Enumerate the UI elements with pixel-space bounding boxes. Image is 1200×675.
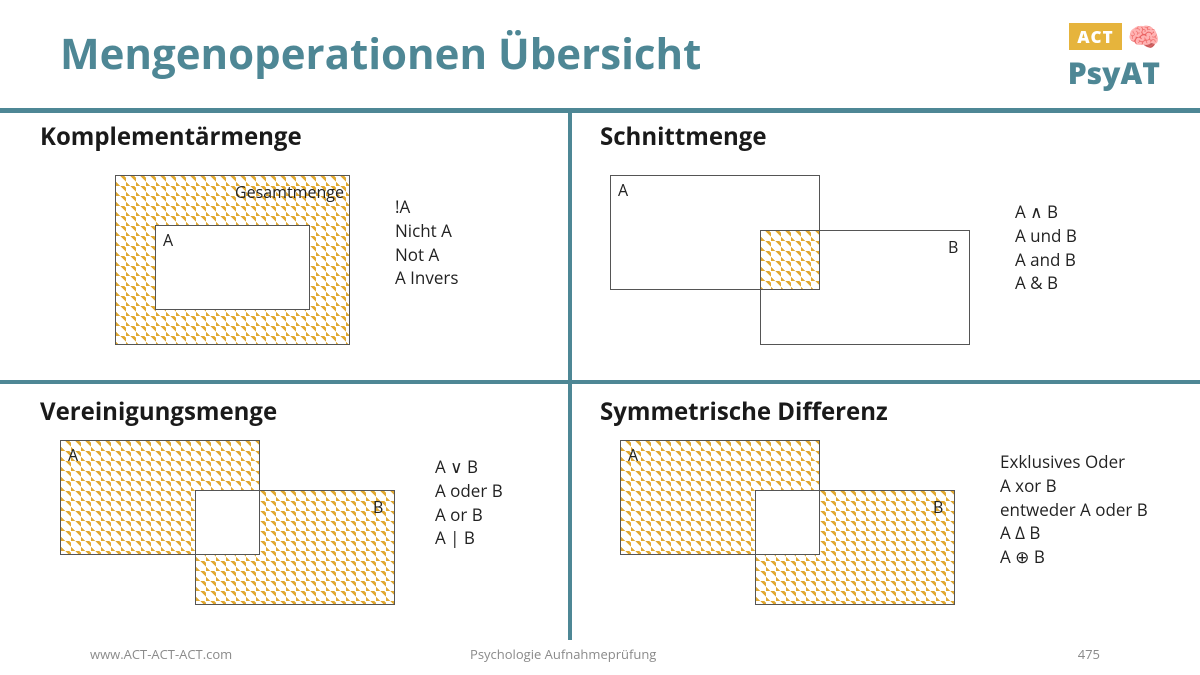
quad-title: Schnittmenge	[600, 120, 1180, 153]
notation-item: A und B	[1015, 224, 1077, 248]
quad-title: Vereinigungsmenge	[40, 395, 560, 428]
logo: ACT 🧠 PsyAT	[1068, 18, 1160, 93]
footer: www.ACT-ACT-ACT.com Psychologie Aufnahme…	[0, 640, 1200, 675]
act-badge: ACT	[1069, 23, 1121, 50]
notation-item: A ∧ B	[1015, 200, 1077, 224]
label-a: A	[618, 179, 628, 201]
complement-inner-box	[155, 225, 310, 310]
label-a: A	[68, 444, 78, 466]
notation-item: A & B	[1015, 271, 1077, 295]
quad-title: Komplementärmenge	[40, 120, 560, 153]
quad-intersection: Schnittmenge A B A ∧ BA und BA and BA & …	[600, 120, 1180, 375]
notation-item: A Δ B	[1000, 521, 1148, 545]
label-a: A	[163, 229, 173, 251]
quad-symdiff: Symmetrische Differenz A B Exklusives Od…	[600, 395, 1180, 635]
notation-item: A ∨ B	[435, 455, 503, 479]
divider-mid	[0, 380, 1200, 384]
quad-complement: Komplementärmenge Gesamtmenge A !ANicht …	[40, 120, 560, 375]
notation-item: Nicht A	[395, 219, 458, 243]
notation-item: Exklusives Oder	[1000, 450, 1148, 474]
notation-item: A and B	[1015, 248, 1077, 272]
notation-item: Not A	[395, 243, 458, 267]
notation-item: entweder A oder B	[1000, 498, 1148, 522]
notations-complement: !ANicht ANot AA Invers	[395, 195, 458, 290]
notation-item: A or B	[435, 503, 503, 527]
footer-url: www.ACT-ACT-ACT.com	[90, 645, 232, 663]
footer-page: 475	[1078, 645, 1100, 663]
label-b: B	[948, 236, 958, 258]
quad-union: Vereinigungsmenge A B A ∨ BA oder BA or …	[40, 395, 560, 635]
brain-icon: 🧠	[1128, 18, 1160, 54]
label-a: A	[628, 444, 638, 466]
quad-title: Symmetrische Differenz	[600, 395, 1180, 428]
label-gesamtmenge: Gesamtmenge	[235, 181, 344, 203]
notation-item: A xor B	[1000, 474, 1148, 498]
footer-title: Psychologie Aufnahmeprüfung	[470, 645, 656, 663]
notation-item: A | B	[435, 526, 503, 550]
set-b-outline	[760, 230, 970, 345]
notations-symdiff: Exklusives OderA xor Bentweder A oder BA…	[1000, 450, 1148, 569]
label-b: B	[373, 496, 383, 518]
notation-item: A oder B	[435, 479, 503, 503]
page-title: Mengenoperationen Übersicht	[60, 25, 1200, 82]
header: Mengenoperationen Übersicht ACT 🧠 PsyAT	[0, 0, 1200, 105]
notation-item: A Invers	[395, 266, 458, 290]
notations-union: A ∨ BA oder BA or BA | B	[435, 455, 503, 550]
label-b: B	[933, 496, 943, 518]
set-b-outline	[195, 490, 395, 605]
notation-item: A ⊕ B	[1000, 545, 1148, 569]
set-b-outline	[755, 490, 955, 605]
notations-intersection: A ∧ BA und BA and BA & B	[1015, 200, 1077, 295]
divider-top	[0, 108, 1200, 113]
slide: Mengenoperationen Übersicht ACT 🧠 PsyAT …	[0, 0, 1200, 675]
brand-name: PsyAT	[1068, 52, 1160, 93]
notation-item: !A	[395, 195, 458, 219]
divider-vertical	[568, 108, 572, 640]
